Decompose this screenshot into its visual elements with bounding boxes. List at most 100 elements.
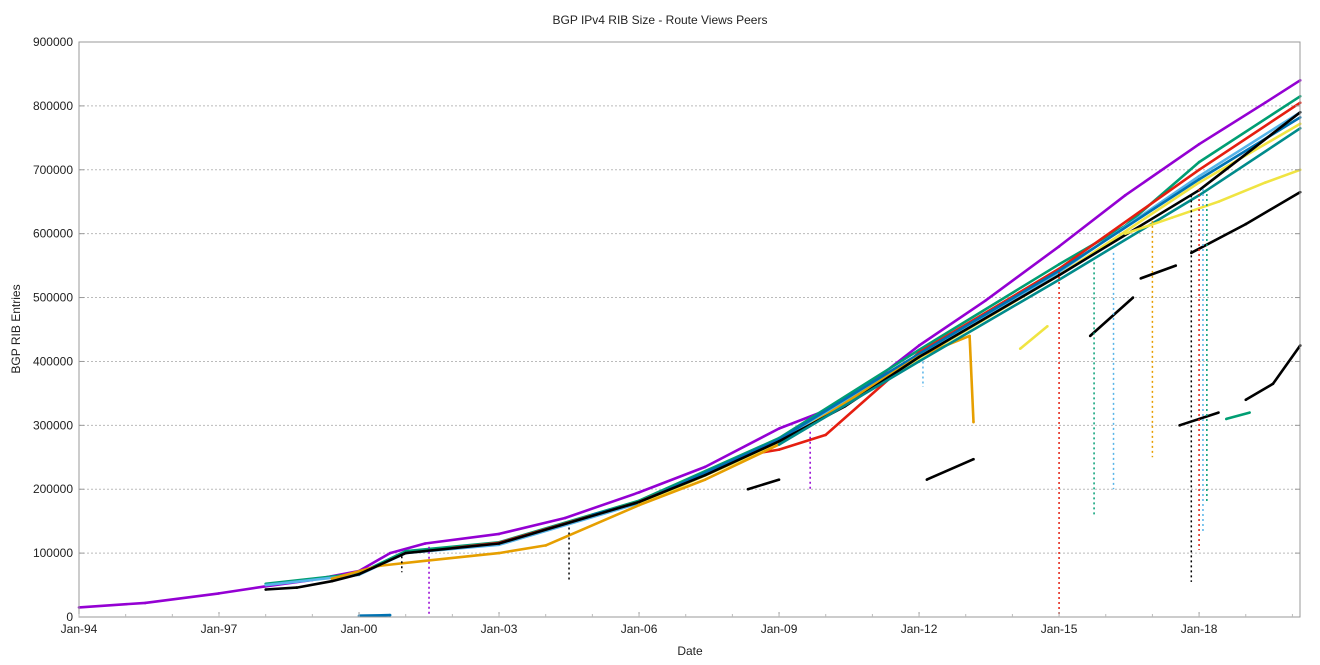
data-point xyxy=(637,500,641,504)
series-line-8 xyxy=(265,111,1301,591)
series-line-18 xyxy=(747,478,780,491)
data-point xyxy=(777,443,781,446)
data-point xyxy=(746,487,750,491)
data-point xyxy=(388,551,392,555)
data-point xyxy=(637,491,641,494)
x-tick-label: Jan-97 xyxy=(201,622,238,636)
data-point xyxy=(1131,296,1135,299)
data-point xyxy=(1057,263,1061,266)
data-point xyxy=(1057,245,1061,248)
y-tick-label: 700000 xyxy=(33,163,73,177)
data-point xyxy=(925,478,929,481)
y-tick-label: 0 xyxy=(66,610,73,624)
data-point xyxy=(1046,325,1049,328)
data-point xyxy=(1197,181,1201,184)
y-tick-label: 400000 xyxy=(33,354,73,368)
data-point xyxy=(217,592,221,595)
data-point xyxy=(1170,216,1174,219)
data-point xyxy=(563,516,567,520)
data-point xyxy=(1217,411,1220,414)
x-tick-label: Jan-15 xyxy=(1041,622,1078,636)
data-point xyxy=(1271,382,1275,386)
data-point xyxy=(330,579,334,583)
data-point xyxy=(1057,273,1061,277)
data-point xyxy=(983,299,987,303)
plot-frame xyxy=(78,41,1301,618)
x-tick-label: Jan-09 xyxy=(761,622,798,636)
y-tick-label: 100000 xyxy=(33,546,73,560)
x-tick-label: Jan-00 xyxy=(341,622,378,636)
data-point xyxy=(1088,334,1092,338)
x-axis-label: Date xyxy=(677,644,703,658)
data-point xyxy=(1225,417,1228,421)
data-point xyxy=(917,352,921,356)
series-line-5 xyxy=(638,122,1301,506)
data-point xyxy=(703,478,707,481)
data-point xyxy=(917,360,921,363)
data-point xyxy=(1244,222,1248,226)
series-line-15 xyxy=(1190,190,1301,254)
data-point xyxy=(703,465,707,469)
chart-title: BGP IPv4 RIB Size - Route Views Peers xyxy=(553,13,768,27)
x-tick-label: Jan-94 xyxy=(61,622,98,636)
data-point xyxy=(497,532,501,536)
data-point xyxy=(423,542,427,545)
data-point xyxy=(1197,142,1201,146)
data-point xyxy=(1248,411,1251,414)
series-line-20 xyxy=(358,613,391,617)
data-point xyxy=(1263,181,1267,184)
data-point xyxy=(1197,168,1201,172)
data-point xyxy=(1123,194,1127,197)
series-line-4 xyxy=(592,116,1301,517)
data-point xyxy=(1018,347,1022,350)
data-point xyxy=(295,586,299,589)
y-tick-label: 600000 xyxy=(33,227,73,241)
data-point xyxy=(497,542,501,545)
y-tick-label: 800000 xyxy=(33,99,73,113)
x-tick-label: Jan-12 xyxy=(901,622,938,636)
data-point xyxy=(1123,232,1127,235)
series-line-6 xyxy=(331,334,971,580)
series-line-12 xyxy=(926,458,975,481)
data-point xyxy=(388,613,392,617)
data-point xyxy=(1057,269,1061,273)
data-point xyxy=(404,551,407,555)
y-tick-label: 500000 xyxy=(33,291,73,305)
data-point xyxy=(703,473,707,477)
data-point xyxy=(264,588,267,591)
data-point xyxy=(777,448,781,451)
y-tick-label: 900000 xyxy=(33,35,73,49)
y-tick-label: 300000 xyxy=(33,418,73,432)
data-point xyxy=(1244,398,1248,402)
data-point xyxy=(1174,264,1178,267)
data-point xyxy=(777,427,781,430)
data-point xyxy=(1263,101,1267,104)
data-point xyxy=(1178,424,1181,427)
x-tick-label: Jan-18 xyxy=(1181,622,1218,636)
x-tick-label: Jan-06 xyxy=(621,622,658,636)
data-point xyxy=(497,551,501,555)
data-point xyxy=(357,572,361,576)
data-point xyxy=(1197,178,1201,181)
data-point xyxy=(1197,174,1201,178)
data-point xyxy=(264,583,267,587)
data-point xyxy=(917,348,921,352)
data-point xyxy=(972,420,975,424)
data-point xyxy=(972,457,975,461)
data-point xyxy=(917,344,921,347)
data-point xyxy=(423,559,427,563)
data-point xyxy=(824,433,828,437)
series-line-0 xyxy=(78,79,1301,609)
data-point xyxy=(1057,278,1061,281)
data-point xyxy=(544,544,547,547)
series-line-19 xyxy=(1225,411,1250,421)
data-point xyxy=(637,503,641,507)
data-point xyxy=(917,355,921,359)
data-point xyxy=(1139,277,1143,280)
series-line-3 xyxy=(265,111,1301,587)
data-point xyxy=(143,601,147,605)
x-tick-label: Jan-03 xyxy=(481,622,518,636)
series-line-14 xyxy=(1140,264,1177,280)
series-line-7 xyxy=(968,335,975,423)
y-tick-label: 200000 xyxy=(33,482,73,496)
